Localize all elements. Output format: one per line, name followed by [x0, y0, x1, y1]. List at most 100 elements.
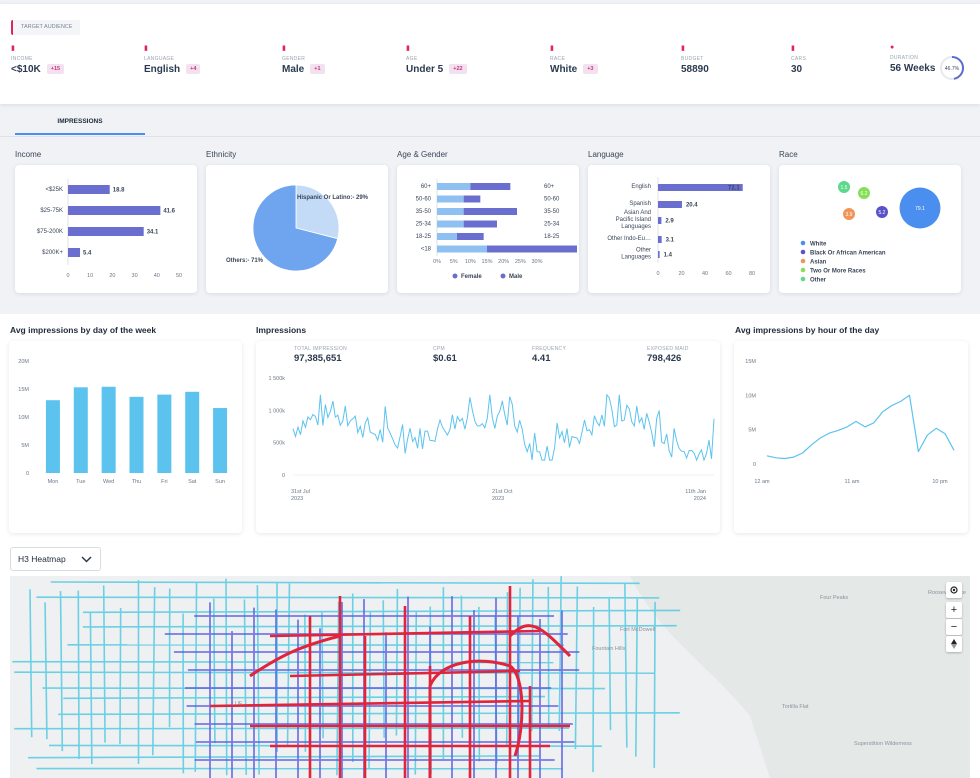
age-tick: 25%: [515, 259, 526, 265]
income-category-label: <$25K: [45, 187, 63, 193]
hour-x-label: 12 am: [754, 479, 770, 485]
kpi-icon: ▮: [406, 45, 410, 52]
age-category-label: 18-25: [416, 234, 432, 240]
dow-day-label: Fri: [161, 479, 167, 485]
cyan-road: [574, 586, 579, 750]
race-legend-dot: [800, 249, 806, 255]
map-place-label: Tortilla Flat: [782, 704, 809, 710]
cyan-road: [558, 576, 562, 731]
kpi-value: Male +1: [282, 64, 325, 75]
dow-tick: 10M: [18, 415, 29, 421]
cyan-road: [212, 598, 216, 744]
race-legend-dot: [800, 240, 806, 246]
red-route: [269, 629, 541, 638]
zoom-in-button[interactable]: +: [946, 602, 962, 618]
tab-impressions[interactable]: IMPRESSIONS: [15, 114, 145, 135]
kpi-icon: ▮: [681, 45, 685, 52]
dow-day-label: Sat: [188, 479, 197, 485]
language-category-label: Pacific Island: [616, 217, 651, 223]
language-category-label: Spanish: [629, 201, 651, 207]
chevron-down-icon: [81, 556, 92, 563]
hour-title: Avg impressions by hour of the day: [735, 325, 880, 335]
imp-x-label: 11th Jan: [685, 489, 706, 495]
language-category-label: English: [631, 184, 651, 190]
dow-bar: [185, 391, 200, 473]
locate-icon: [950, 586, 958, 594]
age-bar-female: [437, 208, 464, 215]
ethnicity-slice-label: Others:- 71%: [226, 258, 264, 264]
map-layer-dropdown[interactable]: H3 Heatmap: [10, 547, 101, 571]
age-bar-female: [437, 245, 487, 253]
age-category-label: <18: [421, 247, 432, 253]
imp-x-label: 2024: [694, 496, 706, 502]
race-bubble: [876, 206, 888, 218]
imp-x-label: 31st Jul: [291, 489, 310, 495]
income-bar: [68, 227, 144, 236]
race-legend-label: White: [810, 241, 827, 247]
race-chart: 79.1 5.2 3.9 6.2 1.5 White Black Or African Am…: [800, 181, 941, 283]
kpi-label: RACE: [550, 56, 566, 62]
cyan-road: [518, 587, 521, 736]
map-place-label: Fort McDowell: [620, 627, 656, 633]
income-category-label: $25-75K: [40, 208, 63, 214]
cyan-road: [286, 583, 291, 748]
age-bar-female: [437, 233, 457, 240]
age-tick: 10%: [465, 259, 476, 265]
red-route: [209, 699, 531, 708]
age-category-label-right: 25-34: [544, 222, 560, 228]
compass-button[interactable]: [946, 636, 962, 652]
kpi-value-text: 58890: [681, 64, 709, 75]
kpi-value: English +4: [144, 64, 201, 75]
kpi-badge: +4: [186, 64, 201, 75]
race-bubble: [843, 208, 855, 220]
locate-button[interactable]: [946, 582, 962, 598]
age-bar-male: [457, 233, 484, 240]
age-tick: 15%: [481, 259, 492, 265]
age-category-label: 60+: [421, 184, 432, 190]
language-value-label: 72.1: [728, 186, 740, 192]
language-card: English 72.1 Spanish 20.4 Asian And Pacific I…: [588, 165, 770, 293]
race-legend-label: Other: [810, 277, 827, 283]
zoom-out-button[interactable]: −: [946, 619, 962, 635]
income-tick: 40: [154, 273, 160, 279]
age-bar-male: [470, 183, 511, 190]
language-tick: 20: [678, 271, 684, 277]
kpi-icon: ▮: [791, 45, 795, 52]
age-bar-male: [463, 195, 481, 203]
target-audience-tag: TARGET AUDIENCE: [11, 20, 81, 35]
dow-card: 0 5M 10M 15M 20M Mon Tue Wed Thu Fri Sat Sun: [9, 341, 242, 533]
hour-chart: 0 5M 10M 15M 12 am 11 am 10 pm: [745, 359, 955, 485]
cyan-road: [505, 592, 509, 746]
cyan-road: [82, 624, 677, 628]
age-bar-male: [463, 220, 497, 228]
income-tick: 30: [132, 273, 138, 279]
impression-stat: CPM $0.61: [433, 346, 457, 364]
map-view[interactable]: Four Peaks Fort McDowell Fountain Hills Tor…: [10, 576, 970, 778]
stat-value: 4.41: [532, 353, 551, 364]
target-audience-panel: TARGET AUDIENCE ▮ INCOME <$10K +15 ▮ LANGUAGE…: [0, 4, 980, 104]
kpi-value-text: <$10K: [11, 64, 41, 75]
red-freeway-west: [249, 634, 341, 678]
dow-bar: [129, 396, 144, 473]
income-title: Income: [15, 150, 42, 159]
impressions-line: [292, 393, 715, 462]
hour-tick: 10M: [745, 393, 756, 399]
income-tick: 0: [66, 273, 69, 279]
cyan-road: [592, 606, 595, 773]
income-value-label: 41.6: [163, 209, 175, 215]
dropdown-label: H3 Heatmap: [18, 554, 66, 564]
dow-day-label: Tue: [76, 479, 85, 485]
kpi-icon: ▮: [11, 45, 15, 52]
race-legend-label: Asian: [810, 259, 827, 265]
race-bubble-label: 3.9: [846, 212, 853, 218]
dow-bar: [101, 386, 116, 473]
dow-tick: 5M: [21, 443, 29, 449]
language-category-label: Languages: [621, 224, 651, 230]
imp-x-label: 21st Oct: [492, 489, 513, 495]
race-legend-dot: [800, 276, 806, 282]
red-loop-freeway: [428, 659, 524, 778]
kpi-value: 30: [791, 64, 806, 75]
kpi-value-text: 56 Weeks: [890, 63, 936, 74]
